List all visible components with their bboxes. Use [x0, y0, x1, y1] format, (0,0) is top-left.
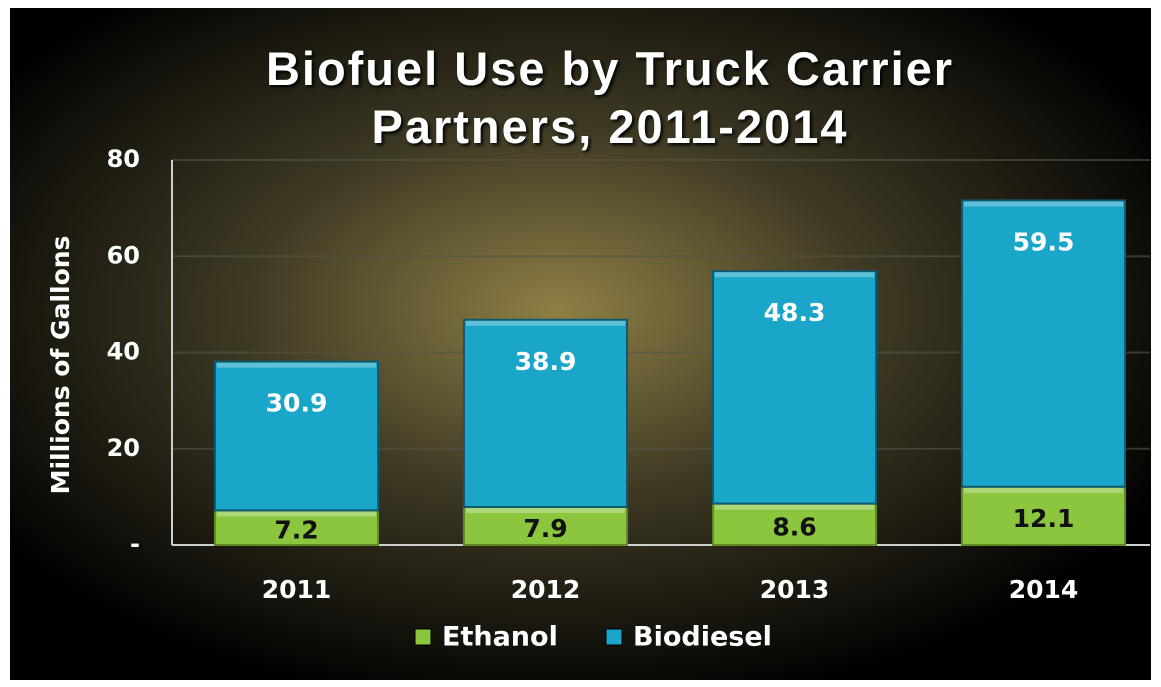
x-tick-label: 2011	[262, 575, 332, 604]
data-label: 7.2	[274, 516, 318, 545]
y-tick-label: 60	[107, 241, 140, 269]
bar-highlight	[963, 201, 1124, 207]
data-label: 8.6	[772, 512, 816, 541]
data-label: 12.1	[1013, 504, 1075, 533]
data-label: 59.5	[1013, 227, 1075, 256]
bar-segment	[213, 509, 380, 547]
y-tick-label: 20	[107, 434, 140, 462]
data-label: 30.9	[266, 389, 328, 418]
bar-highlight	[216, 362, 377, 368]
legend-marker	[605, 628, 623, 646]
x-tick-label: 2012	[511, 575, 581, 604]
bar-segment	[462, 318, 629, 508]
bar-segment	[711, 270, 878, 505]
data-label: 48.3	[764, 298, 826, 327]
bar-highlight	[963, 487, 1124, 493]
legend-marker	[414, 628, 432, 646]
y-tick-label: 40	[107, 338, 140, 366]
chart-title: Biofuel Use by Truck Carrier Partners, 2…	[265, 42, 955, 153]
data-label: 7.9	[523, 514, 567, 543]
data-label: 38.9	[515, 347, 577, 376]
x-tick-label: 2014	[1009, 575, 1079, 604]
bar-highlight	[714, 272, 875, 278]
bar-highlight	[714, 504, 875, 510]
bar-highlight	[216, 511, 377, 517]
bar-segment	[960, 199, 1127, 488]
legend-label: Biodiesel	[633, 622, 772, 653]
y-tick-label: -	[130, 530, 140, 558]
bar-segment	[711, 502, 878, 546]
y-axis-label: Millions of Gallons	[46, 236, 75, 495]
bar-highlight	[465, 320, 626, 326]
bar-segment	[960, 485, 1127, 546]
legend-label: Ethanol	[442, 622, 558, 653]
x-tick-label: 2013	[760, 575, 830, 604]
bar-segment	[213, 360, 380, 512]
y-tick-label: 80	[107, 145, 140, 173]
bar-highlight	[465, 507, 626, 513]
